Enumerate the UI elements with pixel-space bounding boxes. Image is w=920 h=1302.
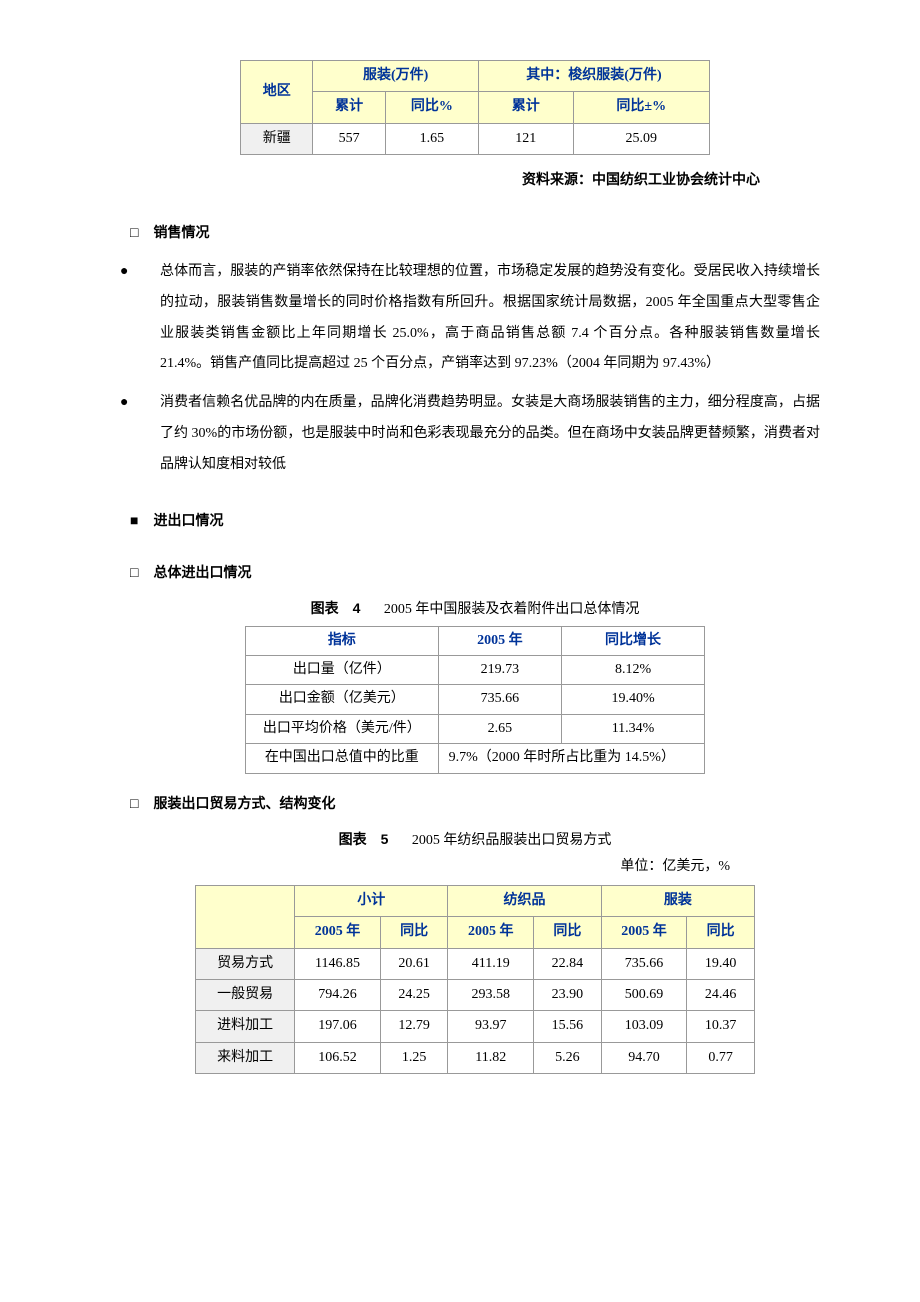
t5-r1-c1: 794.26 <box>295 980 381 1011</box>
t5-r1-c3: 293.58 <box>448 980 534 1011</box>
square-bullet-icon: □ <box>130 563 150 585</box>
disc-bullet-icon: ● <box>140 388 160 419</box>
disc-bullet-icon: ● <box>140 257 160 288</box>
th-yoy2: 同比±% <box>573 92 710 123</box>
section-sales: □ 销售情况 <box>130 223 820 245</box>
t5-r0-c0: 贸易方式 <box>196 948 295 979</box>
section-sales-title: 销售情况 <box>154 226 210 241</box>
t5-h-subtotal: 小计 <box>295 885 448 916</box>
t5-r1-c0: 一般贸易 <box>196 980 295 1011</box>
t5-r2-c5: 103.09 <box>601 1011 687 1042</box>
th-woven: 其中：梭织服装(万件) <box>478 61 709 92</box>
t5-r3-c5: 94.70 <box>601 1042 687 1073</box>
t5-r0-c6: 19.40 <box>687 948 755 979</box>
t5-h-clothing: 服装 <box>601 885 754 916</box>
t5-r2-c0: 进料加工 <box>196 1011 295 1042</box>
t4-last-c0: 在中国出口总值中的比重 <box>246 744 439 773</box>
square-bullet-icon: □ <box>130 223 150 245</box>
t5-h-textile: 纺织品 <box>448 885 601 916</box>
t4-last-c1: 9.7%（2000 年时所占比重为 14.5%） <box>438 744 704 773</box>
cell-region: 新疆 <box>241 123 313 154</box>
chart5-caption: 图表 5 2005 年纺织品服装出口贸易方式 <box>130 828 820 852</box>
t5-r3-c3: 11.82 <box>448 1042 534 1073</box>
t4-r1-c1: 735.66 <box>438 685 561 714</box>
t5-r2-c6: 10.37 <box>687 1011 755 1042</box>
section-export-struct: □ 服装出口贸易方式、结构变化 <box>130 794 820 816</box>
section-trade: ■ 进出口情况 <box>130 511 820 533</box>
filled-square-bullet-icon: ■ <box>130 511 150 533</box>
t5-r0-c3: 411.19 <box>448 948 534 979</box>
t5-r1-c4: 23.90 <box>534 980 602 1011</box>
t5-r2-c3: 93.97 <box>448 1011 534 1042</box>
t4-r1-c2: 19.40% <box>562 685 705 714</box>
section-export-struct-title: 服装出口贸易方式、结构变化 <box>154 797 336 812</box>
t4-r2-c0: 出口平均价格（美元/件） <box>246 714 439 743</box>
t5-r0-c5: 735.66 <box>601 948 687 979</box>
section-total-trade: □ 总体进出口情况 <box>130 563 820 585</box>
chart5-unit: 单位：亿美元，% <box>130 856 730 878</box>
t5-r2-c4: 15.56 <box>534 1011 602 1042</box>
t5-r3-c6: 0.77 <box>687 1042 755 1073</box>
t5-r3-c2: 1.25 <box>380 1042 448 1073</box>
t4-r0-c0: 出口量（亿件） <box>246 656 439 685</box>
bullet-para-2: ●消费者信赖名优品牌的内在质量，品牌化消费趋势明显。女装是大商场服装销售的主力，… <box>130 388 820 480</box>
t5-h-blank <box>196 885 295 948</box>
t4-r0-c2: 8.12% <box>562 656 705 685</box>
th-yoy1: 同比% <box>385 92 478 123</box>
th-region: 地区 <box>241 61 313 124</box>
t4-r2-c2: 11.34% <box>562 714 705 743</box>
chart5-title: 2005 年纺织品服装出口贸易方式 <box>412 833 612 848</box>
t4-r2-c1: 2.65 <box>438 714 561 743</box>
t5-r1-c5: 500.69 <box>601 980 687 1011</box>
trade-mode-table: 小计 纺织品 服装 2005 年 同比 2005 年 同比 2005 年 同比 … <box>195 885 755 1074</box>
t4-r0-c1: 219.73 <box>438 656 561 685</box>
cell-c2: 1.65 <box>385 123 478 154</box>
t4-h-year: 2005 年 <box>438 626 561 655</box>
bullet1-text: 总体而言，服装的产销率依然保持在比较理想的位置，市场稳定发展的趋势没有变化。受居… <box>160 264 820 371</box>
t4-r1-c0: 出口金额（亿美元） <box>246 685 439 714</box>
th-cum1: 累计 <box>313 92 385 123</box>
t5-r0-c1: 1146.85 <box>295 948 381 979</box>
t5-h-y3: 2005 年 <box>601 917 687 948</box>
t5-r2-c1: 197.06 <box>295 1011 381 1042</box>
t4-h-growth: 同比增长 <box>562 626 705 655</box>
table1-source: 资料来源：中国纺织工业协会统计中心 <box>130 170 820 192</box>
t5-h-yoy3: 同比 <box>687 917 755 948</box>
t5-r0-c2: 20.61 <box>380 948 448 979</box>
chart5-num: 图表 5 <box>339 831 389 847</box>
square-bullet-icon: □ <box>130 794 150 816</box>
section-total-trade-title: 总体进出口情况 <box>154 566 252 581</box>
t5-r3-c4: 5.26 <box>534 1042 602 1073</box>
t5-h-yoy1: 同比 <box>380 917 448 948</box>
t5-r3-c0: 来料加工 <box>196 1042 295 1073</box>
t5-r1-c2: 24.25 <box>380 980 448 1011</box>
section-trade-title: 进出口情况 <box>154 514 224 529</box>
chart4-caption: 图表 4 2005 年中国服装及衣着附件出口总体情况 <box>130 597 820 621</box>
export-overview-table: 指标 2005 年 同比增长 出口量（亿件） 219.73 8.12% 出口金额… <box>245 626 705 774</box>
chart4-num: 图表 4 <box>311 600 361 616</box>
t5-h-y1: 2005 年 <box>295 917 381 948</box>
t5-h-y2: 2005 年 <box>448 917 534 948</box>
cell-c4: 25.09 <box>573 123 710 154</box>
cell-c3: 121 <box>478 123 573 154</box>
t5-r2-c2: 12.79 <box>380 1011 448 1042</box>
t4-h-indicator: 指标 <box>246 626 439 655</box>
t5-r3-c1: 106.52 <box>295 1042 381 1073</box>
chart4-title: 2005 年中国服装及衣着附件出口总体情况 <box>384 602 640 617</box>
region-table: 地区 服装(万件) 其中：梭织服装(万件) 累计 同比% 累计 同比±% 新疆 … <box>240 60 710 155</box>
bullet2-text: 消费者信赖名优品牌的内在质量，品牌化消费趋势明显。女装是大商场服装销售的主力，细… <box>160 395 820 472</box>
th-clothing: 服装(万件) <box>313 61 479 92</box>
bullet-para-1: ●总体而言，服装的产销率依然保持在比较理想的位置，市场稳定发展的趋势没有变化。受… <box>130 257 820 380</box>
t5-r0-c4: 22.84 <box>534 948 602 979</box>
t5-h-yoy2: 同比 <box>534 917 602 948</box>
cell-c1: 557 <box>313 123 385 154</box>
th-cum2: 累计 <box>478 92 573 123</box>
t5-r1-c6: 24.46 <box>687 980 755 1011</box>
